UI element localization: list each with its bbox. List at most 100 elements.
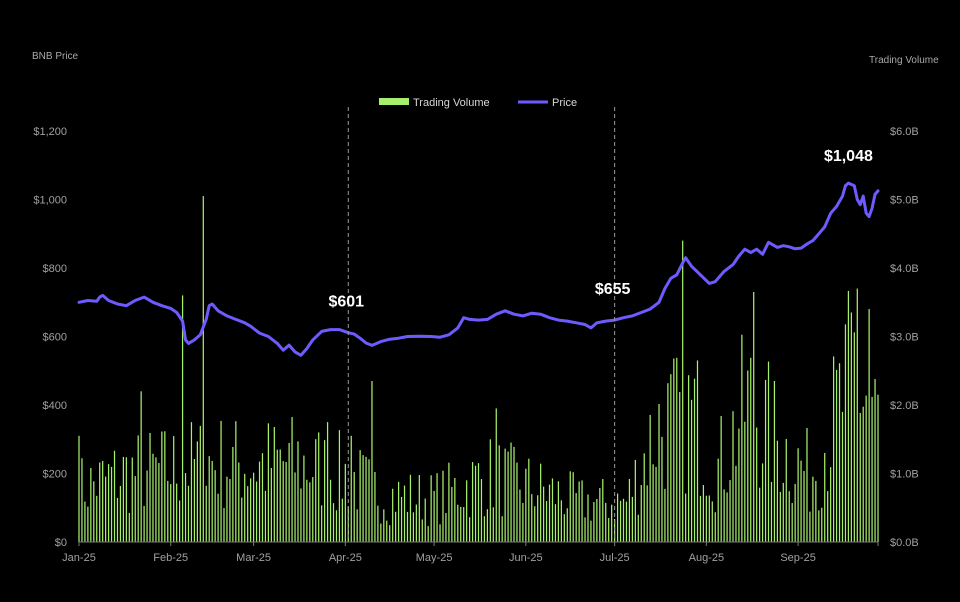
- volume-bar: [785, 438, 787, 542]
- volume-bar: [167, 480, 169, 542]
- volume-bar: [835, 369, 838, 542]
- volume-bar: [193, 459, 196, 542]
- volume-bar: [824, 452, 826, 542]
- volume-bar: [874, 379, 876, 542]
- volume-bar: [208, 456, 210, 542]
- volume-bar: [285, 462, 287, 542]
- volume-bar: [436, 473, 438, 542]
- legend-swatch-volume: [379, 98, 409, 105]
- volume-bar: [238, 462, 240, 542]
- annotation-label: $601: [328, 294, 364, 311]
- volume-bar: [625, 501, 628, 542]
- volume-bar: [149, 432, 151, 542]
- legend-label: Price: [552, 97, 577, 109]
- legend-label: Trading Volume: [413, 97, 490, 109]
- volume-bar: [389, 525, 391, 542]
- y-left-tick-label: $1,000: [33, 195, 67, 207]
- y-right-tick-label: $1.0B: [890, 469, 919, 481]
- volume-bar: [634, 459, 636, 542]
- volume-bar: [489, 439, 491, 542]
- volume-bar: [241, 497, 243, 542]
- volume-bar: [679, 392, 681, 542]
- volume-bar: [501, 516, 503, 542]
- volume-bar: [187, 485, 190, 542]
- volume-bar: [622, 498, 625, 542]
- x-tick-label: Aug-25: [689, 552, 724, 564]
- volume-bar: [403, 485, 406, 542]
- volume-bar: [584, 517, 586, 542]
- volume-bar: [815, 480, 817, 542]
- volume-bar: [134, 476, 136, 542]
- y-right-tick-label: $4.0B: [890, 263, 919, 275]
- volume-bar: [548, 484, 551, 542]
- volume-bar: [519, 489, 521, 542]
- volume-bar: [374, 471, 376, 542]
- volume-bar: [492, 507, 494, 542]
- volume-bar: [841, 411, 844, 542]
- volume-bar: [637, 514, 639, 542]
- volume-bar: [537, 495, 539, 542]
- volume-bar: [534, 506, 536, 542]
- volume-bar: [81, 458, 83, 542]
- volume-bar: [288, 443, 290, 542]
- y-left-tick-label: $0: [55, 537, 67, 549]
- volume-bar: [463, 507, 465, 542]
- volume-bar: [844, 324, 847, 542]
- left-axis-title: BNB Price: [32, 51, 79, 62]
- volume-bar: [469, 517, 471, 542]
- volume-bar: [776, 440, 779, 542]
- volume-bar: [513, 446, 515, 542]
- volume-bar: [581, 480, 583, 542]
- volume-bar: [480, 479, 483, 542]
- volume-bar: [353, 472, 355, 542]
- volume-bar: [365, 456, 367, 542]
- volume-bar: [220, 420, 222, 542]
- volume-bar: [146, 470, 148, 542]
- volume-bar: [264, 490, 267, 542]
- volume-bar: [744, 421, 746, 542]
- volume-bar: [578, 481, 580, 542]
- volume-bar: [397, 481, 400, 542]
- volume-bar: [767, 361, 770, 542]
- volume-bar: [448, 462, 450, 542]
- volume-bar: [439, 524, 441, 542]
- volume-bar: [522, 502, 524, 542]
- right-axis-title: Trading Volume: [869, 55, 939, 66]
- volume-bar: [78, 435, 80, 542]
- volume-bar: [726, 492, 728, 542]
- volume-bar: [705, 495, 707, 542]
- volume-bar: [412, 512, 415, 542]
- volume-bar: [540, 463, 542, 542]
- volume-bar: [646, 485, 648, 542]
- volume-bar: [764, 379, 767, 542]
- x-tick-label: May-25: [416, 552, 453, 564]
- volume-bar: [856, 288, 858, 542]
- right-axis-ticks: $0.0B $1.0B $2.0B $3.0B $4.0B $5.0B $6.0B: [890, 126, 919, 549]
- volume-bar: [400, 496, 403, 542]
- volume-bar: [687, 375, 690, 542]
- volume-bar: [368, 459, 370, 542]
- volume-bar: [788, 491, 790, 542]
- volume-bar: [850, 312, 852, 542]
- volume-bar: [107, 464, 110, 542]
- volume-bar: [661, 436, 663, 542]
- volume-bar: [563, 514, 565, 542]
- volume-bar: [708, 495, 710, 542]
- volume-bar: [569, 471, 571, 542]
- volume-bar: [643, 453, 645, 542]
- volume-bar: [252, 472, 255, 542]
- volume-bar: [531, 494, 533, 542]
- volume-bar: [838, 363, 841, 542]
- volume-bar: [652, 464, 654, 542]
- volume-bar: [640, 485, 642, 542]
- volume-bar: [386, 520, 388, 542]
- volume-bar: [105, 476, 107, 542]
- volume-bar: [119, 485, 122, 542]
- volume-bar: [457, 504, 459, 542]
- volume-bar: [338, 430, 341, 542]
- volume-bar: [329, 479, 332, 542]
- volume-bar: [430, 475, 432, 542]
- volume-bar: [827, 491, 829, 542]
- volume-bar: [545, 501, 548, 542]
- volume-bar: [560, 500, 562, 542]
